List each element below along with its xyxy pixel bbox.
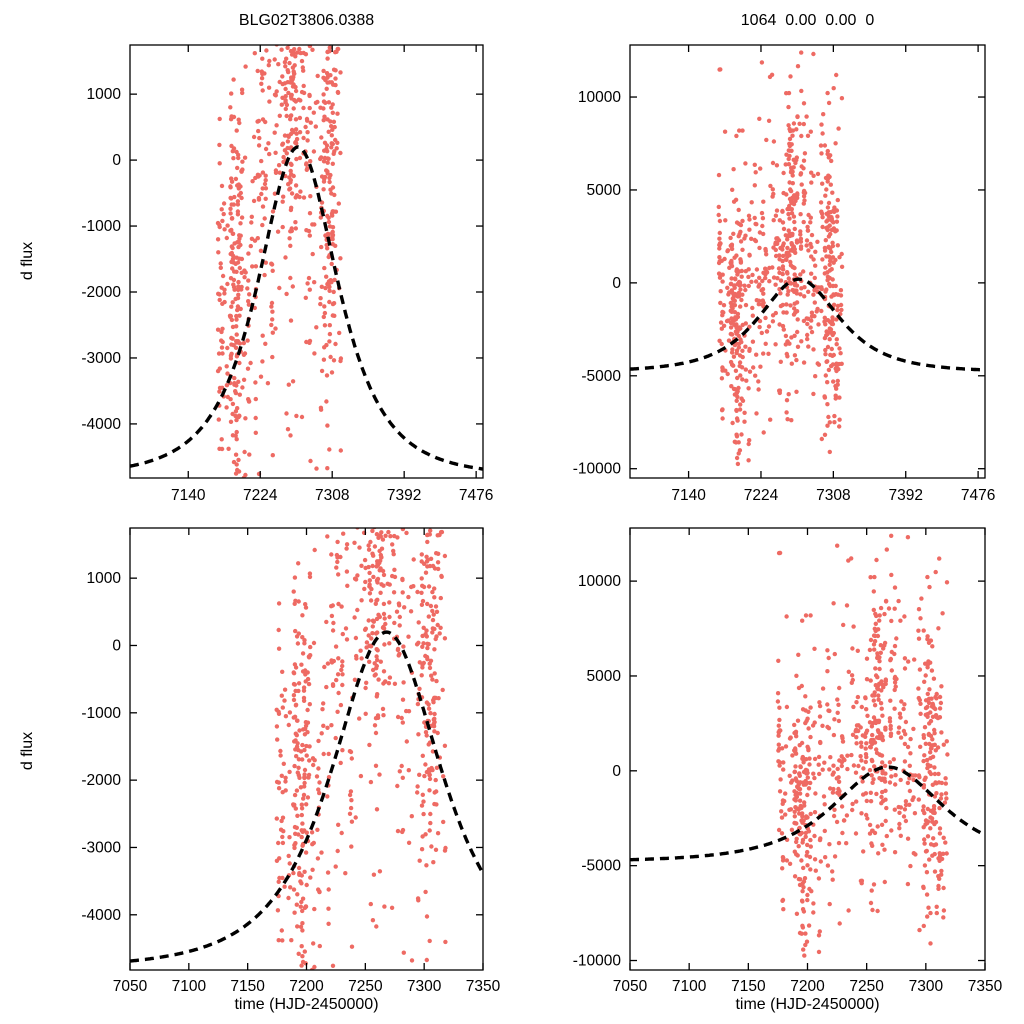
y-tick-label: -1000 (81, 705, 121, 722)
y-tick-label: 1000 (87, 86, 122, 103)
x-tick-label: 7150 (230, 978, 265, 995)
x-tick-label: 7350 (968, 978, 1003, 995)
x-axis-label-bottom-right: time (HJD-2450000) (735, 996, 880, 1013)
scatter-points (215, 45, 344, 478)
scatter-points (716, 50, 845, 467)
y-tick-label: -1000 (81, 218, 121, 235)
x-tick-label: 7140 (171, 487, 206, 504)
y-tick-label: -3000 (81, 839, 121, 856)
model-curve (630, 765, 985, 862)
y-tick-label: 5000 (587, 668, 622, 685)
x-tick-label: 7476 (459, 487, 493, 504)
x-tick-label: 7350 (466, 978, 501, 995)
y-tick-label: -2000 (81, 772, 121, 789)
y-tick-label: 10000 (578, 89, 621, 106)
axis-ticks (630, 45, 985, 478)
x-tick-label: 7224 (243, 487, 278, 504)
y-tick-label: 0 (612, 275, 621, 292)
y-tick-label: -4000 (81, 907, 121, 924)
x-tick-label: 7050 (613, 978, 648, 995)
model-curve (630, 277, 985, 372)
x-tick-label: 7308 (315, 487, 349, 504)
y-axis-label-top-left: d flux (19, 241, 36, 281)
x-tick-label: 7392 (888, 487, 922, 504)
x-tick-label: 7300 (407, 978, 442, 995)
x-tick-label: 7140 (671, 487, 706, 504)
model-curve (130, 630, 483, 963)
panel-top-right-chart: 7140 7224 7308 7392 7476 -10000 -5000 0 5000 1000… (573, 44, 996, 504)
x-axis-label-bottom-left: time (HJD-2450000) (234, 996, 379, 1013)
x-tick-label: 7200 (289, 978, 324, 995)
y-tick-label: -10000 (573, 953, 622, 970)
x-tick-label: 7050 (113, 978, 148, 995)
y-tick-label: 10000 (578, 573, 621, 590)
tick-labels: 7050 7100 7150 7200 7250 7300 7350 -10000 -5000 0… (573, 573, 1003, 995)
panel-top-left-title: BLG02T3806.0388 (238, 12, 375, 29)
y-tick-label: -4000 (81, 416, 121, 433)
plot-frame (129, 527, 484, 971)
axis-ticks (129, 528, 484, 970)
y-tick-label: -10000 (573, 461, 622, 478)
tick-labels: 7140 7224 7308 7392 7476 -10000 -5000 0 5000 1000… (573, 89, 996, 504)
x-tick-label: 7100 (172, 978, 207, 995)
panel-top-right-title: 1064 0.00 0.00 0 (740, 12, 875, 29)
model-curve (130, 145, 483, 471)
y-tick-label: -5000 (581, 368, 621, 385)
x-tick-label: 7200 (790, 978, 825, 995)
plot-frame (129, 44, 484, 479)
tick-labels: 7140 7224 7308 7392 7476 -4000 -3000 -2000 -1000… (81, 86, 493, 504)
x-tick-label: 7250 (849, 978, 884, 995)
y-tick-label: 5000 (587, 182, 622, 199)
x-tick-label: 7100 (672, 978, 707, 995)
scatter-points (775, 533, 950, 958)
panel-top-left-chart: 7140 7224 7308 7392 7476 -4000 -3000 -2000 -1000… (81, 44, 493, 504)
x-tick-label: 7150 (731, 978, 766, 995)
x-tick-label: 7476 (961, 487, 995, 504)
y-tick-label: -2000 (81, 284, 121, 301)
axis-ticks (130, 45, 483, 478)
y-tick-label: 0 (112, 152, 121, 169)
panel-bottom-right-chart: 7050 7100 7150 7200 7250 7300 7350 -10000 -5000 0… (573, 527, 1003, 995)
panel-bottom-left-chart: 7050 7100 7150 7200 7250 7300 7350 -4000 -3000 -2… (81, 527, 501, 995)
x-tick-label: 7224 (744, 487, 779, 504)
tick-labels: 7050 7100 7150 7200 7250 7300 7350 -4000 -3000 -2… (81, 570, 500, 995)
y-tick-label: -5000 (581, 858, 621, 875)
x-tick-label: 7300 (909, 978, 944, 995)
y-tick-label: 0 (612, 763, 621, 780)
y-tick-label: 0 (112, 637, 121, 654)
y-tick-label: 1000 (87, 570, 122, 587)
y-tick-label: -3000 (81, 350, 121, 367)
x-tick-label: 7392 (387, 487, 421, 504)
x-tick-label: 7250 (348, 978, 383, 995)
plot-frame (629, 44, 986, 479)
scatter-points (274, 528, 448, 970)
y-axis-label-bottom-left: d flux (19, 731, 36, 771)
axis-ticks (629, 528, 986, 970)
x-tick-label: 7308 (816, 487, 850, 504)
